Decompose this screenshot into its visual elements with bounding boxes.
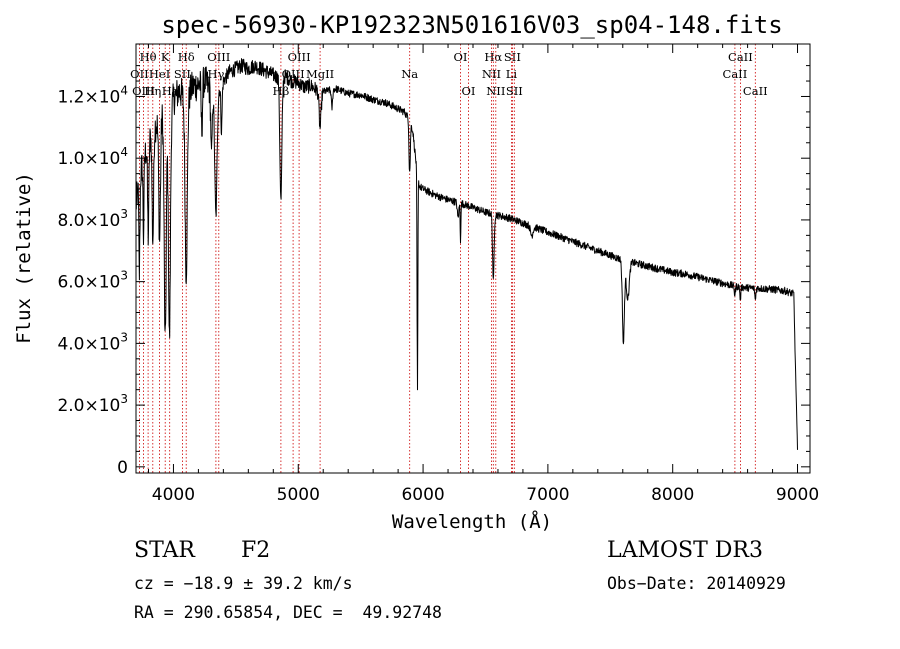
spectrum-line bbox=[135, 58, 798, 450]
observation-date: Obs−Date: 20140929 bbox=[607, 574, 786, 593]
object-subclass: F2 bbox=[241, 538, 271, 563]
x-axis-label: Wavelength (Å) bbox=[392, 510, 552, 533]
y-tick-label: 6.0×103 bbox=[57, 269, 128, 293]
y-tick-label: 1.0×104 bbox=[57, 145, 128, 169]
spectral-line-label: K bbox=[161, 50, 170, 64]
spectral-line-label: SII bbox=[504, 50, 521, 64]
spectral-line-label: OI bbox=[454, 50, 468, 64]
spectral-line-label: Hθ bbox=[140, 50, 157, 64]
y-tick-label: 0 bbox=[117, 458, 128, 478]
spectral-line-label: OIII bbox=[207, 50, 230, 64]
spectral-line-label: Hη bbox=[144, 84, 161, 98]
spectral-line-label: Hα bbox=[484, 50, 502, 64]
spectral-line-label: NII bbox=[482, 67, 501, 81]
x-tick-label: 9000 bbox=[776, 485, 819, 505]
y-axis-label: Flux (relative) bbox=[13, 172, 35, 344]
object-class: STAR bbox=[134, 538, 195, 563]
spectral-line-label: OI bbox=[462, 84, 476, 98]
spectral-line-label: SII bbox=[506, 84, 523, 98]
x-tick-label: 6000 bbox=[401, 485, 444, 505]
x-tick-label: 8000 bbox=[651, 485, 694, 505]
plot-frame bbox=[135, 43, 811, 474]
spectral-line-label: NII bbox=[486, 84, 505, 98]
x-tick-label: 4000 bbox=[152, 485, 195, 505]
spectral-line-label: CaII bbox=[743, 84, 768, 98]
spectral-line-label: MgII bbox=[306, 67, 334, 81]
spectral-line-label: HeI bbox=[149, 67, 170, 81]
y-tick-label: 1.2×104 bbox=[57, 83, 128, 107]
x-tick-label: 7000 bbox=[526, 485, 569, 505]
spectral-line-label: CaII bbox=[728, 50, 753, 64]
spectral-line-label: SII bbox=[174, 67, 191, 81]
spectral-line-label: OIII bbox=[288, 50, 311, 64]
survey-name: LAMOST DR3 bbox=[607, 538, 763, 563]
redshift-value: cz = −18.9 ± 39.2 km/s bbox=[134, 574, 353, 593]
y-tick-label: 8.0×103 bbox=[57, 207, 128, 231]
sky-coordinates: RA = 290.65854, DEC = 49.92748 bbox=[134, 603, 442, 622]
y-tick-label: 2.0×103 bbox=[57, 392, 128, 416]
y-tick-label: 4.0×103 bbox=[57, 330, 128, 354]
spectral-line-label: OIII bbox=[132, 84, 155, 98]
spectral-line-label: Na bbox=[401, 67, 418, 81]
x-tick-label: 5000 bbox=[277, 485, 320, 505]
spectral-line-label: Hγ bbox=[207, 67, 224, 81]
axis-ticks: 4000 5000 6000 7000 8000 9000 0 2.0×103 4.0×103 6… bbox=[57, 44, 819, 505]
spectral-line-label: Hβ bbox=[273, 84, 290, 98]
spectral-line-label: Li bbox=[506, 67, 518, 81]
spectral-line-label: CaII bbox=[723, 67, 748, 81]
spectrum-layer bbox=[135, 58, 798, 450]
chart-title: spec-56930-KP192323N501616V03_sp04-148.f… bbox=[161, 11, 782, 39]
spectral-line-label: OII bbox=[130, 67, 149, 81]
spectral-line-label: Hδ bbox=[178, 50, 195, 64]
